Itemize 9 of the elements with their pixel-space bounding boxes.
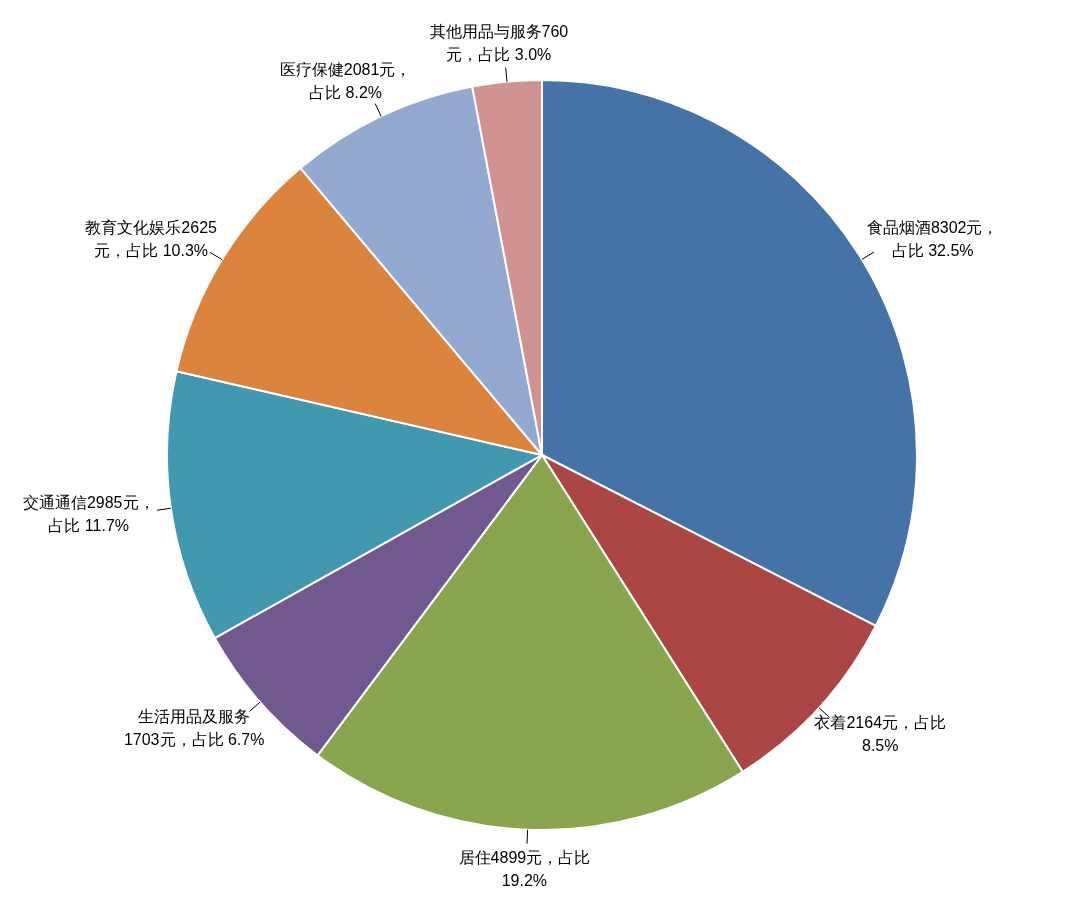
- slice-label: 居住4899元，占比 19.2%: [458, 848, 591, 889]
- slice-label: 其他用品与服务760元，占比 3.0%: [429, 22, 569, 63]
- slice-label: 生活用品及服务: [138, 707, 251, 725]
- slice-label: 食品烟酒8302元，占比 32.5%: [866, 219, 999, 260]
- slice-label: 医疗保健2081元，占比 8.2%: [279, 61, 412, 102]
- slice-label: 衣着2164元，占比 8.5%: [814, 714, 947, 755]
- slice-label: 教育文化娱乐2625元，占比 10.3%: [85, 219, 218, 260]
- data-label: 1703元，占比 6.7%: [123, 730, 265, 748]
- slice-label: 交通通信2985元，占比 11.7%: [22, 493, 155, 534]
